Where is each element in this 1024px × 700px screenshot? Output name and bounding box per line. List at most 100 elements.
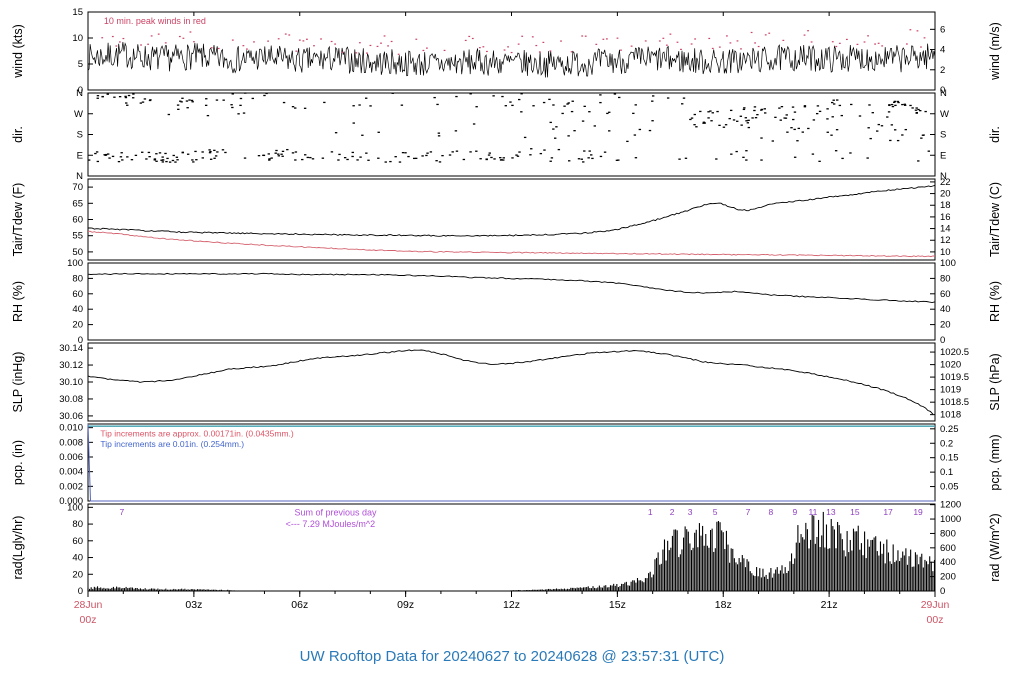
- y-tick-label-right: 200: [940, 572, 956, 583]
- y-tick-label-right: 1020: [940, 360, 961, 371]
- y-tick-label-left: 15: [72, 7, 83, 18]
- annotation: Tip increments are 0.01in. (0.254mm.): [100, 439, 244, 449]
- series-precipitation-trace: [87, 423, 935, 502]
- panel-wind: 0 5 10 15 0 2 4 6 wind (kts) wind (m/s) 10 min. pe…: [11, 7, 1002, 96]
- y-tick-label-right: 18: [940, 200, 951, 211]
- y-tick-label-left: 65: [72, 198, 83, 209]
- y-tick-label-left: 30.06: [59, 411, 83, 422]
- x-tick-label: 06z: [291, 599, 308, 611]
- x-tick-label: 18z: [715, 599, 732, 611]
- y-tick-label-right: 6: [940, 24, 945, 35]
- y-tick-label-left: 30.10: [59, 377, 83, 388]
- x-tick-label: 03z: [185, 599, 202, 611]
- y-tick-label-left: 60: [72, 289, 83, 300]
- y-tick-label-right: 40: [940, 304, 951, 315]
- y-tick-label-left: 30.08: [59, 394, 83, 405]
- y-tick-label-right: N: [940, 88, 947, 99]
- y-tick-label-right: 0.1: [940, 467, 953, 478]
- y-axis-label-right: pcp. (mm): [988, 434, 1002, 490]
- y-tick-label-left: 80: [72, 519, 83, 530]
- annotation: 2: [670, 507, 675, 517]
- x-tick-label: 00z: [80, 614, 97, 626]
- y-tick-label-left: 40: [72, 553, 83, 564]
- annotation: 5: [713, 507, 718, 517]
- y-tick-label-right: 20: [940, 189, 951, 200]
- y-axis-label-left: RH (%): [11, 281, 25, 322]
- panel-rh: 0 20 40 60 80 100 0 20 40 60 80 100 RH (%) RH (%): [11, 258, 1002, 346]
- y-axis-label-left: SLP (inHg): [11, 352, 25, 413]
- y-tick-label-right: 1018: [940, 410, 961, 421]
- y-tick-label-right: 0: [940, 586, 945, 597]
- x-tick-label: 28Jun: [74, 599, 103, 611]
- y-tick-label-left: 100: [67, 258, 83, 269]
- y-tick-label-right: 1018.5: [940, 397, 969, 408]
- y-tick-label-right: N: [940, 171, 947, 182]
- y-tick-label-left: 0.002: [59, 481, 83, 492]
- y-tick-label-left: 80: [72, 273, 83, 284]
- x-tick-label: 29Jun: [921, 599, 950, 611]
- y-tick-label-right: W: [940, 109, 949, 120]
- y-tick-label-right: 12: [940, 235, 951, 246]
- x-tick-label: 12z: [503, 599, 520, 611]
- y-tick-label-left: 50: [72, 247, 83, 258]
- y-tick-label-left: 10: [72, 33, 83, 44]
- y-tick-label-right: 100: [940, 258, 956, 269]
- y-tick-label-right: 0: [940, 335, 945, 346]
- annotation: Tip increments are approx. 0.00171in. (0…: [100, 428, 294, 438]
- y-tick-label-right: 20: [940, 320, 951, 331]
- series-dew-point: [87, 230, 935, 258]
- y-tick-label-right: 800: [940, 528, 956, 539]
- y-tick-label-left: 5: [78, 59, 83, 70]
- x-tick-label: 21z: [821, 599, 838, 611]
- y-tick-label-right: 0.25: [940, 424, 959, 435]
- y-tick-label-left: 20: [72, 569, 83, 580]
- y-tick-label-left: 0.008: [59, 437, 83, 448]
- y-axis-label-right: wind (m/s): [988, 22, 1002, 81]
- annotation: 13: [826, 507, 836, 517]
- y-tick-label-left: N: [76, 88, 83, 99]
- y-tick-label-left: 55: [72, 231, 83, 242]
- y-tick-label-right: 1020.5: [940, 347, 969, 358]
- y-axis-label-left: wind (kts): [11, 24, 25, 78]
- figure-title: UW Rooftop Data for 20240627 to 20240628…: [299, 648, 725, 665]
- annotation: 7: [120, 507, 125, 517]
- y-tick-label-left: 0: [78, 85, 83, 96]
- y-axis-label-left: pcp. (in): [11, 440, 25, 485]
- y-axis-label-right: Tair/Tdew (C): [988, 182, 1002, 257]
- y-tick-label-right: 80: [940, 273, 951, 284]
- series-wind-direction: [87, 92, 930, 163]
- y-tick-label-right: 0: [940, 85, 945, 96]
- y-tick-label-left: N: [76, 171, 83, 182]
- y-axis-label-right: dir.: [988, 126, 1002, 143]
- y-tick-label-left: S: [77, 130, 83, 141]
- y-tick-label-left: W: [74, 109, 83, 120]
- y-tick-label-right: 10: [940, 247, 951, 258]
- y-tick-label-left: 0.000: [59, 496, 83, 507]
- y-tick-label-left: 60: [72, 536, 83, 547]
- annotation: 7: [746, 507, 751, 517]
- y-tick-label-right: 16: [940, 212, 951, 223]
- y-tick-label-left: 0.010: [59, 423, 83, 434]
- y-tick-label-right: 60: [940, 289, 951, 300]
- y-tick-label-right: E: [940, 150, 946, 161]
- y-tick-label-right: 400: [940, 557, 956, 568]
- annotation: <--- 7.29 MJoules/m^2: [286, 519, 376, 529]
- y-tick-label-left: 70: [72, 182, 83, 193]
- series-wind-speed-peaks: [101, 29, 926, 55]
- annotation: 9: [793, 507, 798, 517]
- annotation: 8: [769, 507, 774, 517]
- panel-pcp: 0.000 0.002 0.004 0.006 0.008 0.010 0.05 0.1 0.1…: [11, 423, 1002, 507]
- x-tick-label: 00z: [927, 614, 944, 626]
- y-tick-label-right: 4: [940, 45, 945, 56]
- annotation: 1: [648, 507, 653, 517]
- series-air-temperature: [87, 184, 936, 237]
- y-axis-label-left: dir.: [11, 126, 25, 143]
- y-tick-label-left: 0.006: [59, 452, 83, 463]
- annotation: 15: [850, 507, 860, 517]
- x-tick-label: 15z: [609, 599, 626, 611]
- y-axis-label-left: rad(Lgly/hr): [11, 516, 25, 580]
